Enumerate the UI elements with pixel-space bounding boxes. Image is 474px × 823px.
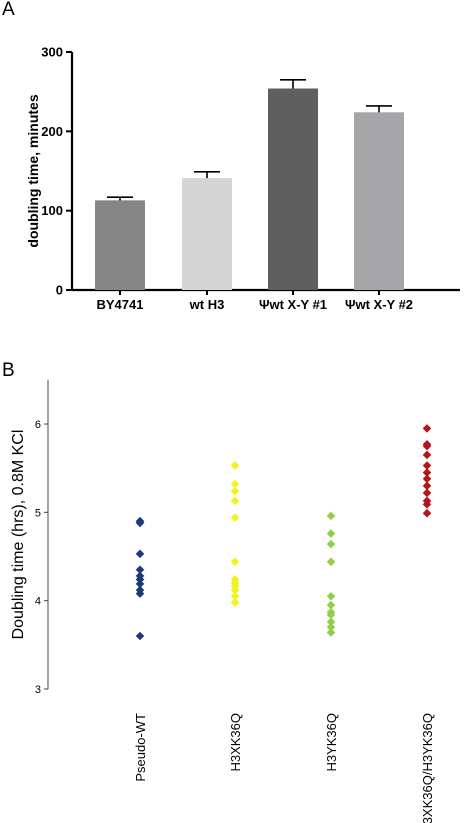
y-tick-label: 5: [35, 507, 41, 519]
data-point: [135, 518, 145, 528]
y-tick-label: 200: [41, 124, 63, 139]
data-point: [326, 557, 336, 567]
data-point: [326, 622, 336, 632]
data-point: [135, 575, 145, 584]
x-tick-label: Ψwt X-Y #1: [259, 297, 327, 312]
bar-chart-panel-a: 0 100 200 300 BY4741 wt H3 Ψwt X-Y #1 Ψwt X-Y #…: [25, 45, 460, 312]
data-point: [230, 461, 240, 470]
bar: [95, 200, 145, 290]
data-point: [135, 549, 145, 559]
data-point: [326, 600, 336, 610]
data-point: [422, 500, 432, 509]
y-tick-label: 300: [41, 45, 63, 60]
data-point: [326, 591, 336, 601]
y-axis-label: doubling time, minutes: [25, 94, 41, 247]
data-point: [230, 585, 240, 595]
data-point: [422, 450, 432, 460]
bar: [182, 178, 232, 290]
data-point: [230, 598, 240, 607]
data-point: [422, 468, 432, 477]
data-point: [326, 511, 336, 521]
data-point: [230, 513, 240, 522]
bar: [268, 88, 318, 290]
x-tick-label: Ψwt X-Y #2: [345, 297, 413, 312]
data-point: [422, 441, 432, 451]
data-point: [326, 617, 336, 627]
data-point: [230, 591, 240, 601]
data-point: [135, 565, 145, 575]
data-point: [422, 474, 432, 484]
data-point: [230, 479, 240, 489]
data-point: [422, 488, 432, 498]
data-point: [422, 424, 432, 433]
y-tick-label: 4: [35, 596, 41, 608]
x-tick-label: H3YK36Q: [324, 713, 339, 772]
panel-b-letter: B: [2, 360, 15, 381]
data-point: [326, 628, 336, 637]
y-tick-label: 0: [56, 283, 63, 298]
y-axis-label: Doubling time (hrs), 0.8M KCl: [10, 430, 27, 640]
x-tick-label: wt H3: [189, 297, 225, 312]
data-point: [135, 631, 145, 641]
panel-a-letter: A: [2, 0, 15, 20]
data-point: [326, 529, 336, 538]
data-point: [230, 496, 240, 506]
scatter-chart-panel-b: 3 4 5 6 Doubling time (hrs), 0.8M KCl Pseudo-…: [10, 380, 435, 823]
data-point: [230, 557, 240, 567]
x-tick-label: H3XK36Q: [228, 713, 243, 772]
data-point: [230, 581, 240, 590]
x-tick-label: Pseudo-WT: [133, 713, 148, 782]
data-point: [135, 589, 145, 598]
y-tick-label: 3: [35, 684, 41, 696]
x-tick-label: H3XK36Q/H3YK36Q: [420, 713, 435, 823]
x-tick-label: BY4741: [97, 297, 144, 312]
data-point: [422, 508, 432, 518]
data-point: [422, 481, 432, 491]
data-point: [326, 539, 336, 549]
y-tick-label: 6: [35, 419, 41, 431]
data-point: [230, 486, 240, 496]
data-point: [422, 461, 432, 470]
data-point: [326, 610, 336, 620]
data-point: [135, 579, 145, 589]
bar: [354, 112, 404, 290]
y-tick-label: 100: [41, 203, 63, 218]
